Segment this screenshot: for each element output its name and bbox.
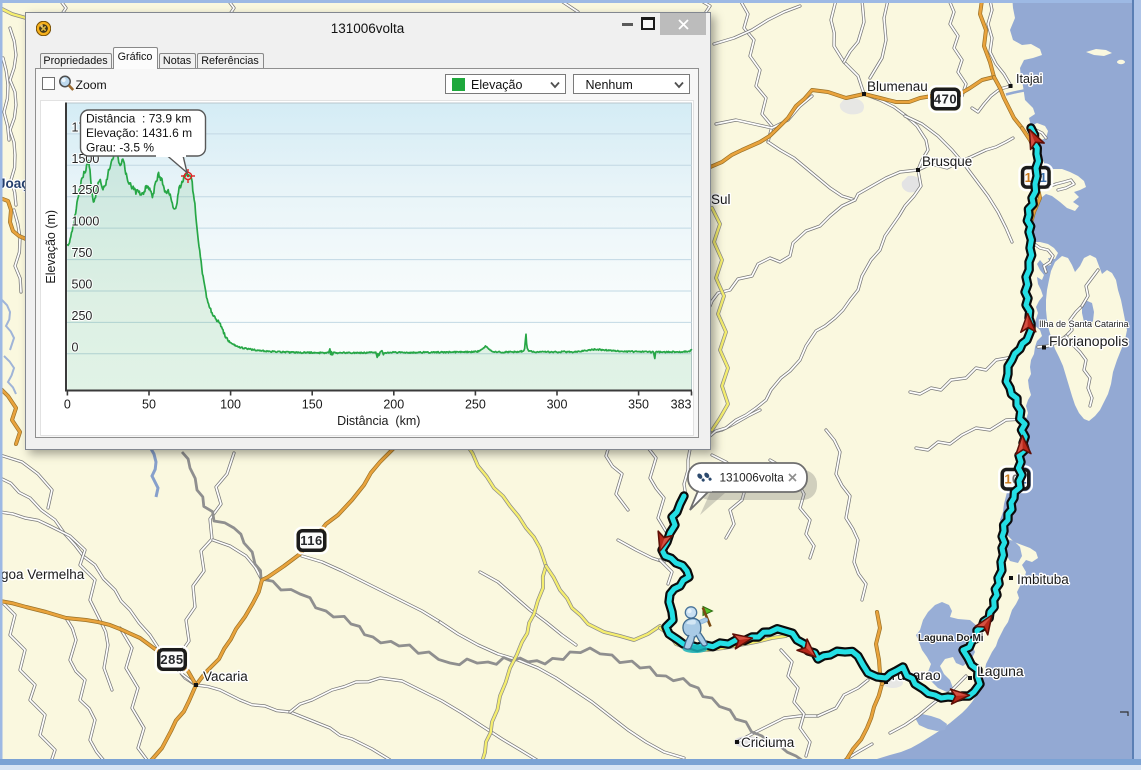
svg-text:Florianopolis: Florianopolis (1049, 333, 1128, 349)
svg-text:Distância : 73.9 km: Distância : 73.9 km (86, 112, 191, 126)
svg-text:350: 350 (628, 398, 649, 412)
svg-text:285: 285 (160, 652, 183, 667)
svg-text:500: 500 (71, 277, 92, 291)
svg-text:Elevação: 1431.6 m: Elevação: 1431.6 m (86, 126, 192, 140)
svg-text:250: 250 (71, 309, 92, 323)
svg-text:Imbituba: Imbituba (1017, 572, 1069, 587)
svg-text:200: 200 (383, 398, 404, 412)
svg-text:Ilha de Santa Catarina: Ilha de Santa Catarina (1039, 319, 1129, 329)
svg-text:Itajai: Itajai (1016, 72, 1042, 86)
svg-text:50: 50 (142, 398, 156, 412)
svg-text:1: 1 (1040, 170, 1047, 185)
svg-text:1250: 1250 (71, 183, 99, 197)
svg-text:750: 750 (71, 246, 92, 260)
svg-text:0: 0 (71, 340, 78, 354)
svg-text:Grau: -3.5 %: Grau: -3.5 % (86, 141, 154, 155)
svg-text:Elevação (m): Elevação (m) (44, 210, 58, 284)
svg-text:0: 0 (63, 398, 70, 412)
svg-text:Laguna Do Mi: Laguna Do Mi (918, 633, 984, 644)
svg-text:Distância (km): Distância (km) (337, 414, 420, 428)
svg-text:Criciuma: Criciuma (741, 735, 795, 750)
svg-text:150: 150 (301, 398, 322, 412)
svg-text:goa Vermelha: goa Vermelha (1, 567, 85, 582)
svg-text:300: 300 (546, 398, 567, 412)
svg-text:Sul: Sul (711, 192, 731, 207)
svg-text:Brusque: Brusque (922, 154, 972, 169)
svg-text:Joaç: Joaç (0, 176, 29, 191)
svg-text:250: 250 (464, 398, 485, 412)
svg-text:470: 470 (934, 92, 957, 107)
svg-text:1: 1 (1004, 472, 1011, 487)
svg-text:1000: 1000 (71, 215, 99, 229)
svg-text:100: 100 (220, 398, 241, 412)
svg-text:116: 116 (300, 533, 322, 548)
svg-text:Laguna: Laguna (977, 663, 1024, 679)
svg-text:Blumenau: Blumenau (867, 79, 928, 94)
svg-text:1: 1 (1025, 170, 1032, 185)
svg-text:Vacaria: Vacaria (203, 669, 248, 684)
svg-text:383: 383 (670, 398, 691, 412)
svg-text:131006volta: 131006volta (720, 471, 785, 485)
